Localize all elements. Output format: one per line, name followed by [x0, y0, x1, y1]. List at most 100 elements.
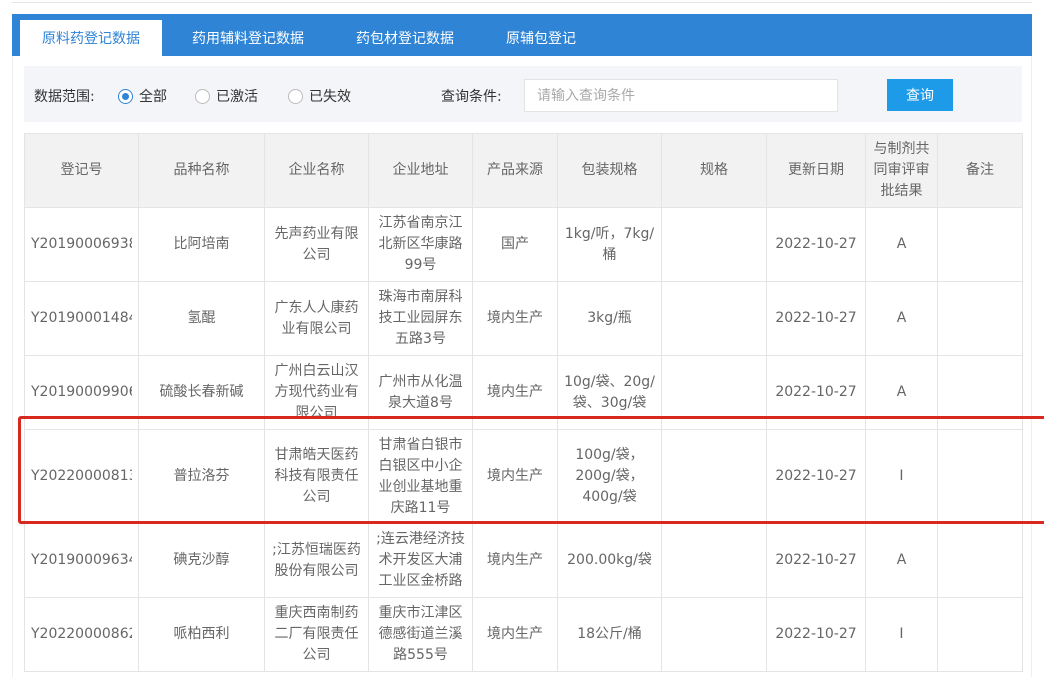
- table-cell: 境内生产: [472, 597, 558, 672]
- cell-text: 硫酸长春新碱: [159, 384, 244, 400]
- cell-text: 氢醌: [187, 310, 216, 326]
- cell-text: 18公斤/桶: [577, 626, 642, 642]
- table-cell: Y20190009906: [24, 355, 139, 430]
- cell-text: 碘克沙醇: [173, 552, 230, 568]
- cell-text: 先声药业有限公司: [274, 225, 359, 263]
- cell-text: Y20190009906: [31, 384, 132, 400]
- table-row[interactable]: Y20190001484 氢醌 广东人人康药业有限公司 珠海市南屏科技工业园屏东五路3…: [24, 281, 1023, 356]
- cell-text: 甘肃皓天医药科技有限责任公司: [274, 447, 359, 505]
- table-cell: 国产: [472, 207, 558, 282]
- table-cell: 10g/袋、20g/袋、30g/袋: [557, 355, 662, 430]
- radio-unchecked-icon[interactable]: [195, 88, 210, 104]
- cell-text: 1kg/听，7kg/桶: [564, 225, 655, 263]
- cell-text: 珠海市南屏科技工业园屏东五路3号: [378, 289, 463, 347]
- table-cell: [937, 281, 1023, 356]
- tab-packaging-registration[interactable]: 药包材登记数据: [356, 31, 454, 47]
- table-cell: 硫酸长春新碱: [138, 355, 265, 430]
- radio-expired[interactable]: 已失效: [288, 86, 351, 106]
- table-cell: 100g/袋，200g/袋，400g/袋: [557, 429, 662, 524]
- tab-combined-registration[interactable]: 原辅包登记: [506, 31, 576, 47]
- table-cell: 氢醌: [138, 281, 265, 356]
- cell-text: 江苏省南京江北新区华康路99号: [378, 215, 463, 273]
- radio-label: 已失效: [309, 89, 351, 105]
- query-label: 查询条件:: [441, 89, 502, 105]
- table-cell: Y20220000813: [24, 429, 139, 524]
- table-cell: 18公斤/桶: [557, 597, 662, 672]
- cell-text: Y20220000813: [31, 468, 132, 484]
- table-cell: [661, 281, 767, 356]
- table-cell: 重庆西南制药二厂有限责任公司: [264, 597, 369, 672]
- table-cell: 重庆市江津区德感街道兰溪路555号: [368, 597, 473, 672]
- cell-text: Y20190001484: [31, 310, 132, 326]
- table-cell: 2022-10-27: [766, 281, 866, 356]
- table-cell: 广州市从化温泉大道8号: [368, 355, 473, 430]
- cell-text: 广州市从化温泉大道8号: [378, 373, 463, 411]
- table-cell: [661, 597, 767, 672]
- tab-api-registration[interactable]: 原料药登记数据: [20, 20, 162, 56]
- cell-text: 重庆市江津区德感街道兰溪路555号: [378, 605, 463, 663]
- table-row[interactable]: Y20220000862 哌柏西利 重庆西南制药二厂有限责任公司 重庆市江津区德感街道…: [24, 597, 1023, 672]
- table-cell: A: [865, 523, 938, 598]
- table-cell: Y20220000862: [24, 597, 139, 672]
- table-cell: Y20190001484: [24, 281, 139, 356]
- registration-table: 登记号 品种名称 企业名称 企业地址 产品来源 包装规格 规格 更新日期 与制剂共同审评审批结果…: [24, 133, 1023, 672]
- query-button[interactable]: 查询: [887, 79, 953, 111]
- column-header: 企业地址: [368, 133, 473, 208]
- table-row[interactable]: Y20220000813 普拉洛芬 甘肃皓天医药科技有限责任公司 甘肃省白银市白银区中…: [24, 429, 1023, 524]
- radio-all[interactable]: 全部: [118, 86, 167, 106]
- table-cell: A: [865, 281, 938, 356]
- cell-text: 境内生产: [487, 468, 543, 484]
- radio-label: 已激活: [216, 89, 258, 105]
- cell-text: Y20220000862: [31, 626, 132, 642]
- tab-excipient-registration[interactable]: 药用辅料登记数据: [192, 31, 304, 47]
- table-cell: 2022-10-27: [766, 429, 866, 524]
- query-input[interactable]: [524, 79, 838, 112]
- radio-checked-icon[interactable]: [118, 88, 133, 104]
- column-header: 产品来源: [472, 133, 558, 208]
- cell-text: 境内生产: [487, 626, 543, 642]
- table-row[interactable]: Y20190006938 比阿培南 先声药业有限公司 江苏省南京江北新区华康路99号 国…: [24, 207, 1023, 282]
- cell-text: 境内生产: [487, 310, 543, 326]
- table-header-row: 登记号 品种名称 企业名称 企业地址 产品来源 包装规格 规格 更新日期 与制剂共同审评审批结果…: [24, 133, 1023, 208]
- table-cell: 江苏省南京江北新区华康路99号: [368, 207, 473, 282]
- column-header: 品种名称: [138, 133, 265, 208]
- table-row[interactable]: Y20190009906 硫酸长春新碱 广州白云山汉方现代药业有限公司 广州市从化温泉…: [24, 355, 1023, 430]
- cell-text: A: [896, 384, 907, 400]
- table-cell: 境内生产: [472, 281, 558, 356]
- table-cell: 2022-10-27: [766, 523, 866, 598]
- table-cell: ;连云港经济技术开发区大浦工业区金桥路: [368, 523, 473, 598]
- table-cell: 境内生产: [472, 429, 558, 524]
- table-cell: 2022-10-27: [766, 597, 866, 672]
- column-header: 与制剂共同审评审批结果: [865, 133, 938, 208]
- cell-text: A: [896, 236, 907, 252]
- table-cell: Y20190006938: [24, 207, 139, 282]
- radio-active[interactable]: 已激活: [195, 86, 258, 106]
- column-header: 备注: [937, 133, 1023, 208]
- table-cell: 广东人人康药业有限公司: [264, 281, 369, 356]
- tab-bar: 原料药登记数据 药用辅料登记数据 药包材登记数据 原辅包登记: [12, 14, 1032, 56]
- table-cell: 广州白云山汉方现代药业有限公司: [264, 355, 369, 430]
- table-cell: 哌柏西利: [138, 597, 265, 672]
- cell-text: 广州白云山汉方现代药业有限公司: [274, 363, 359, 421]
- table-cell: 甘肃皓天医药科技有限责任公司: [264, 429, 369, 524]
- cell-text: ;江苏恒瑞医药股份有限公司: [272, 541, 361, 579]
- table-row[interactable]: Y20190009634 碘克沙醇 ;江苏恒瑞医药股份有限公司 ;连云港经济技术开发区…: [24, 523, 1023, 598]
- cell-text: 重庆西南制药二厂有限责任公司: [274, 605, 359, 663]
- cell-text: 2022-10-27: [775, 384, 857, 400]
- cell-text: 10g/袋、20g/袋、30g/袋: [564, 373, 655, 411]
- table-cell: [661, 355, 767, 430]
- table-cell: 甘肃省白银市白银区中小企业创业基地重庆路11号: [368, 429, 473, 524]
- table-cell: 比阿培南: [138, 207, 265, 282]
- radio-unchecked-icon[interactable]: [288, 88, 303, 104]
- cell-text: 100g/袋，200g/袋，400g/袋: [575, 447, 644, 505]
- cell-text: 200.00kg/袋: [567, 552, 652, 568]
- table-cell: [937, 355, 1023, 430]
- column-header: 规格: [661, 133, 767, 208]
- table-cell: 先声药业有限公司: [264, 207, 369, 282]
- cell-text: 2022-10-27: [775, 468, 857, 484]
- table-cell: [937, 207, 1023, 282]
- cell-text: 广东人人康药业有限公司: [274, 299, 359, 337]
- table-cell: [937, 523, 1023, 598]
- cell-text: 2022-10-27: [775, 236, 857, 252]
- table-cell: A: [865, 355, 938, 430]
